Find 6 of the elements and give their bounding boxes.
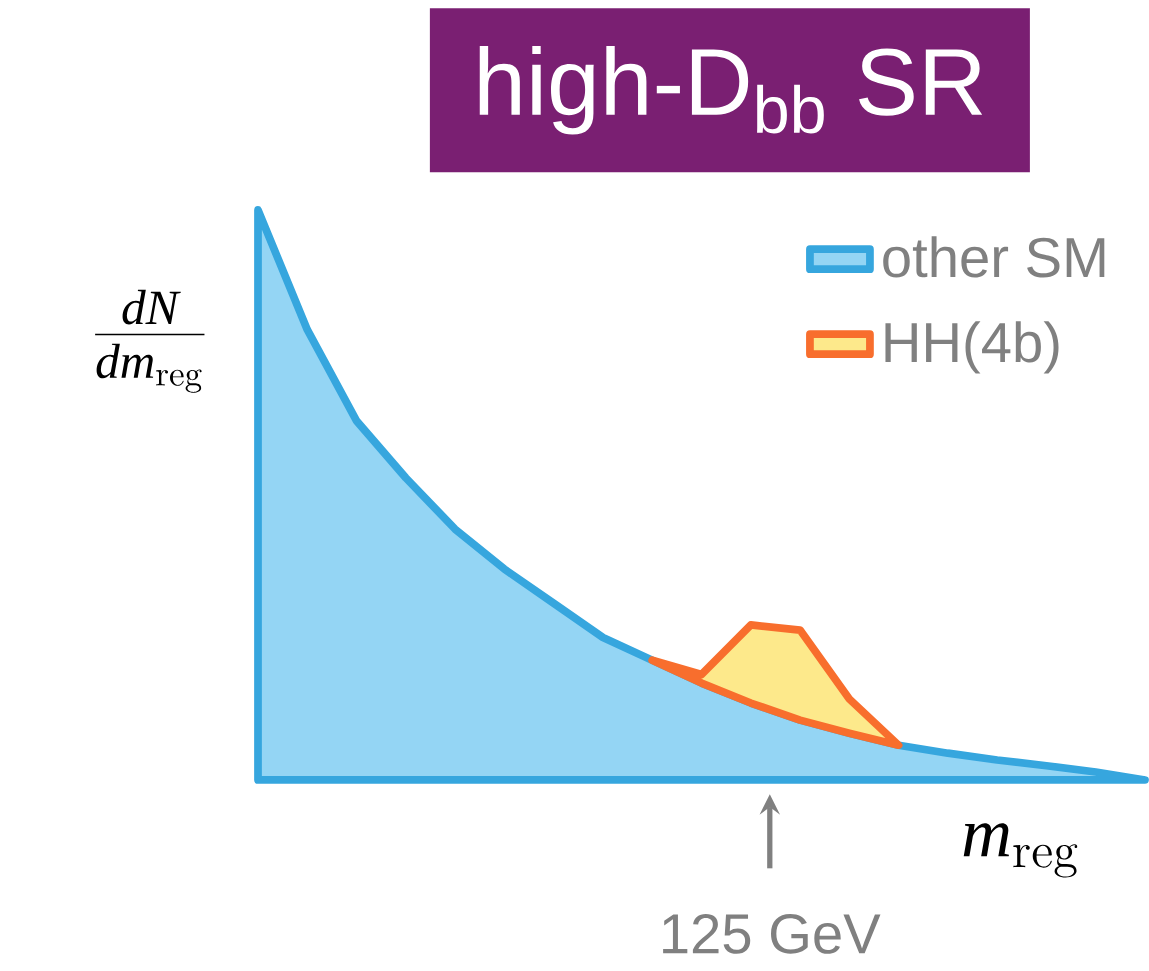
- x-axis-title: $m_{\mathrm{reg}}$: [963, 823, 1078, 878]
- y-axis-title: $\frac{dN}{dm_{\mathrm{reg}}}$: [95, 289, 205, 393]
- chart-title: high-D$_{bb}$ SR: [479, 46, 983, 135]
- text: 125 GeV: [663, 914, 881, 954]
- legend-label: HH(4b): [885, 321, 1059, 374]
- legend-label: other SM: [883, 236, 1105, 278]
